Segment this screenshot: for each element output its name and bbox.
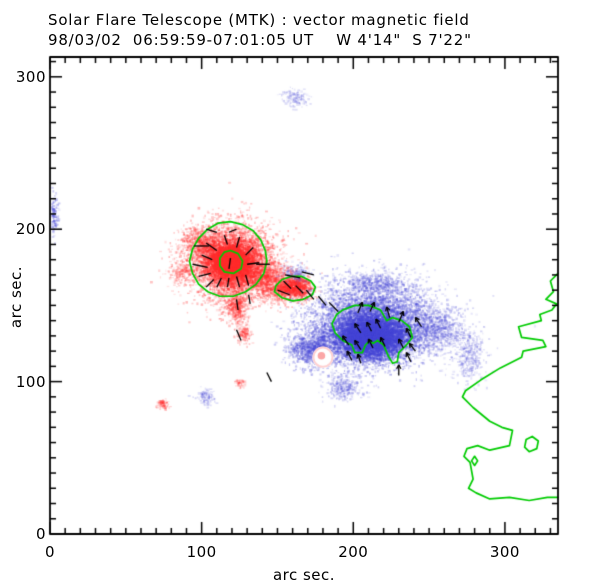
y-tick-label: 200 [15, 220, 46, 239]
y-axis-label: arc sec. [7, 265, 25, 329]
x-tick-label: 200 [338, 543, 369, 561]
plot-subtitle-datetime-coordinates: 98/03/02 06:59:59-07:01:05 UT W 4'14" S … [48, 31, 472, 49]
x-axis-label: arc sec. [272, 566, 336, 584]
x-tick-label: 100 [186, 543, 217, 561]
x-tick-label: 0 [44, 543, 56, 561]
plot-title: Solar Flare Telescope (MTK) : vector mag… [48, 11, 470, 29]
x-tick-label: 300 [489, 543, 520, 561]
y-tick-label: 100 [15, 372, 46, 391]
y-tick-label: 300 [15, 67, 46, 86]
y-tick-label: 0 [35, 525, 46, 543]
